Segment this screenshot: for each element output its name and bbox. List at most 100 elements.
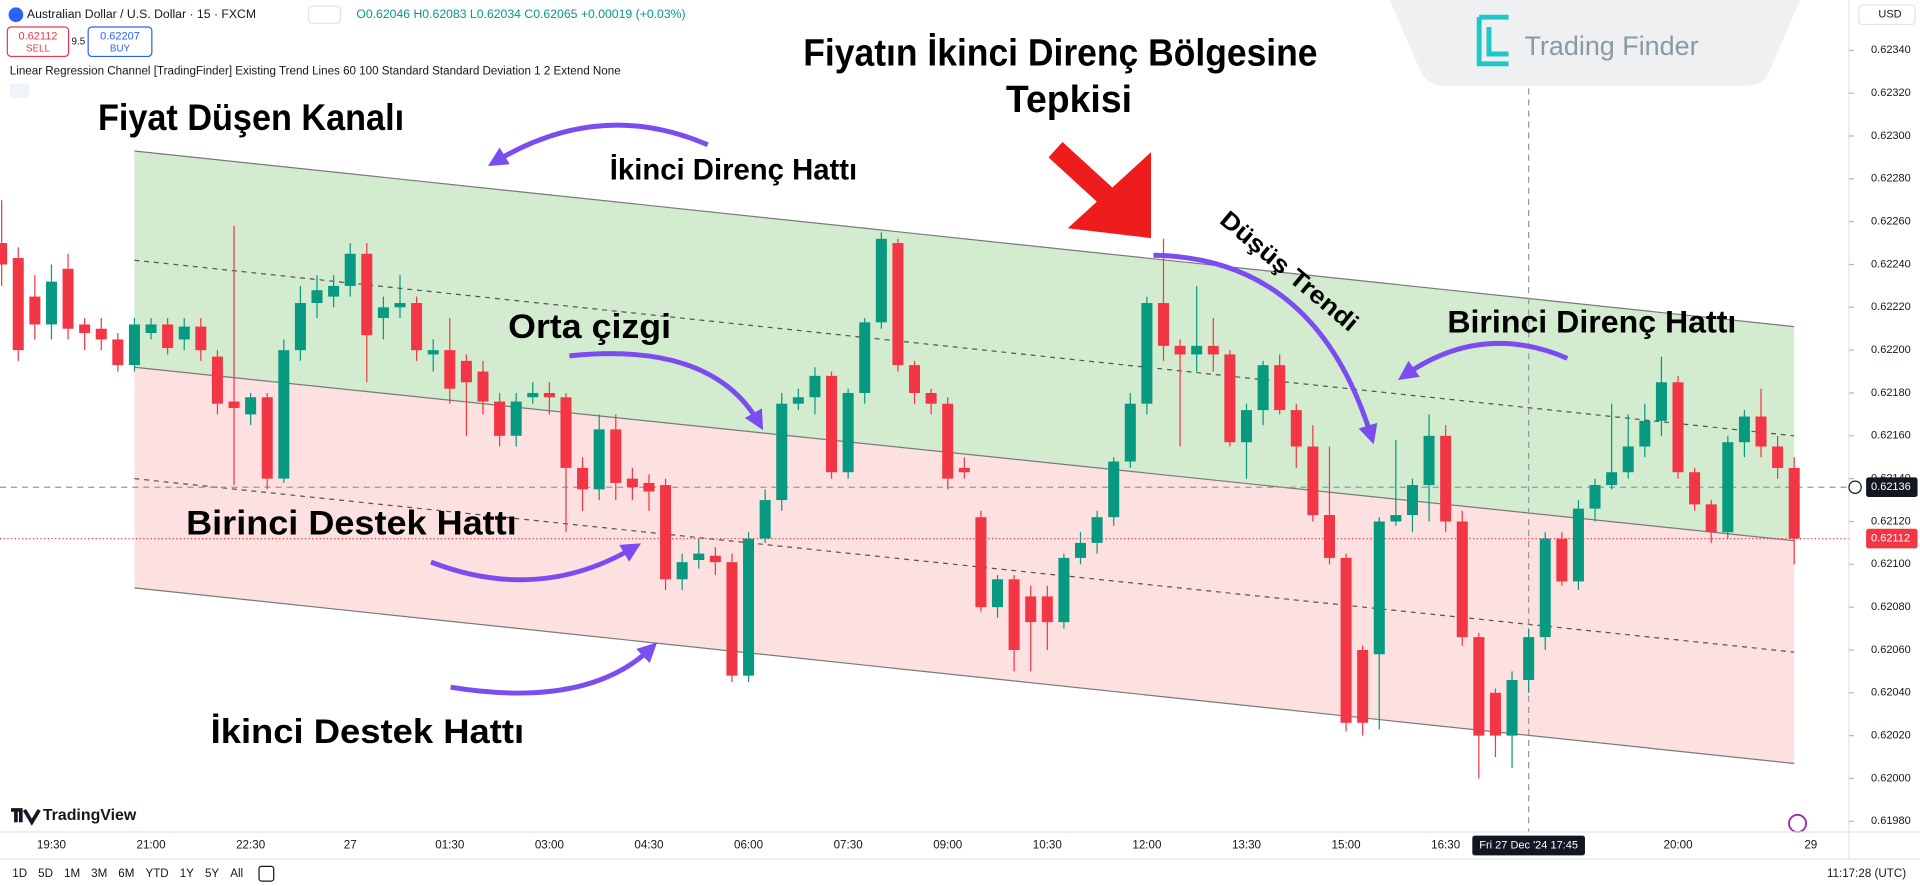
candle-body [1622,446,1634,473]
currency-box[interactable] [1858,4,1916,26]
x-tick-label: 03:00 [535,839,565,852]
y-tick-label: 0.62100 [1871,558,1911,570]
candle-body [128,324,140,366]
candle-body [859,322,871,393]
candle-body [1191,345,1203,355]
candle-body [1224,354,1236,443]
timeframe-button[interactable]: 1M [64,867,80,880]
timeframe-button[interactable]: 1D [12,867,27,880]
flag[interactable] [307,5,342,24]
candle-body [1124,403,1136,462]
channel-line [134,366,1795,542]
candle-body [311,290,323,304]
candle-body [1091,517,1103,543]
last-price-box [1866,528,1918,549]
annotation: Birinci Direnç Hattı [1447,303,1736,339]
candle-body [676,562,688,580]
crosshair-plus[interactable] [1848,480,1862,494]
crosshair-price-box [1866,477,1918,498]
sell-button[interactable] [6,26,70,58]
candle-body [178,326,190,340]
platform: TradingView [43,807,137,824]
x-tick-label: 04:30 [634,839,664,852]
x-tick-label: 20:00 [1663,839,1693,852]
candle-body [510,401,522,436]
candle-body [643,482,655,492]
collapse-button[interactable] [9,83,30,99]
candle-body [1141,303,1153,404]
candle-body [527,392,539,398]
candle-body [560,397,572,468]
candle-body [95,328,107,340]
candle-body [743,538,755,676]
y-tick-label: 0.62120 [1871,515,1911,527]
candle-body [1373,521,1385,655]
candle-body [29,296,41,325]
timeframe-button[interactable]: 3M [91,867,107,880]
candle-body [112,339,124,366]
candle-body [1108,461,1120,518]
candle-body [1307,446,1319,516]
timeframe-button[interactable]: 5Y [205,867,219,880]
sell-label: SELL [26,44,50,55]
candle-body [593,429,605,490]
timeframe-button[interactable]: 5D [38,867,53,880]
crosshair-time-box [1472,835,1585,856]
candle-body [992,579,1004,608]
timeframe-button[interactable]: 1Y [180,867,194,880]
timeframe-button[interactable]: 6M [118,867,134,880]
y-tick-label: 0.62200 [1871,344,1911,356]
y-tick-label: 0.62160 [1871,430,1911,442]
candle-body [1357,649,1369,723]
logo-icon [1476,14,1509,67]
timeframe-button[interactable]: YTD [145,867,168,880]
y-tick-label: 0.62280 [1871,173,1911,185]
x-tick-label: 09:00 [933,839,963,852]
candle-body [875,238,887,323]
candle-body [1157,303,1170,346]
annotation: Orta çizgi [508,308,671,346]
candle-body [1058,557,1070,623]
candle-body [610,429,622,483]
candle-body [577,467,589,490]
arrow [1398,340,1569,381]
candle-body [460,360,472,383]
candle-body [1025,596,1037,623]
candle-body [211,356,223,404]
candle-body [726,562,738,676]
candle-body [1672,382,1684,473]
y-tick-label: 0.62300 [1871,130,1911,142]
date-range-button[interactable] [258,865,275,882]
candle-body [1738,416,1750,443]
timeframe-button[interactable]: All [230,867,243,880]
buy-button[interactable] [87,26,153,58]
candle-body [809,375,821,398]
candle-body [361,253,373,336]
currency: USD [1878,9,1901,21]
channel-dashed-line [134,478,1795,653]
candle-body [1440,435,1452,522]
candle-body [1722,442,1734,533]
crosshair-price: 0.62136 [1871,481,1911,493]
candle-body [145,324,157,334]
buy-label: BUY [110,44,131,55]
candle-body [1705,504,1717,533]
candle-body [925,392,937,404]
candle-body [909,365,921,393]
y-tick-label: 0.62080 [1871,601,1911,613]
candle-body [427,350,439,355]
arrow [430,543,642,583]
price-pane [0,0,1849,833]
candle-body [660,485,672,580]
annotation: Fiyat Düşen Kanalı [98,97,404,138]
channel-dashed-line [134,259,1795,437]
y-tick-label: 0.62040 [1871,687,1911,699]
candle-body [1655,382,1667,421]
candle-body [1506,679,1518,736]
candle-body [1257,365,1269,411]
candle-body [1539,538,1551,638]
candle-body [245,397,257,415]
crosshair-time: Fri 27 Dec '24 17:45 [1479,839,1578,851]
candle-body [693,553,705,561]
candle-body [626,478,638,488]
